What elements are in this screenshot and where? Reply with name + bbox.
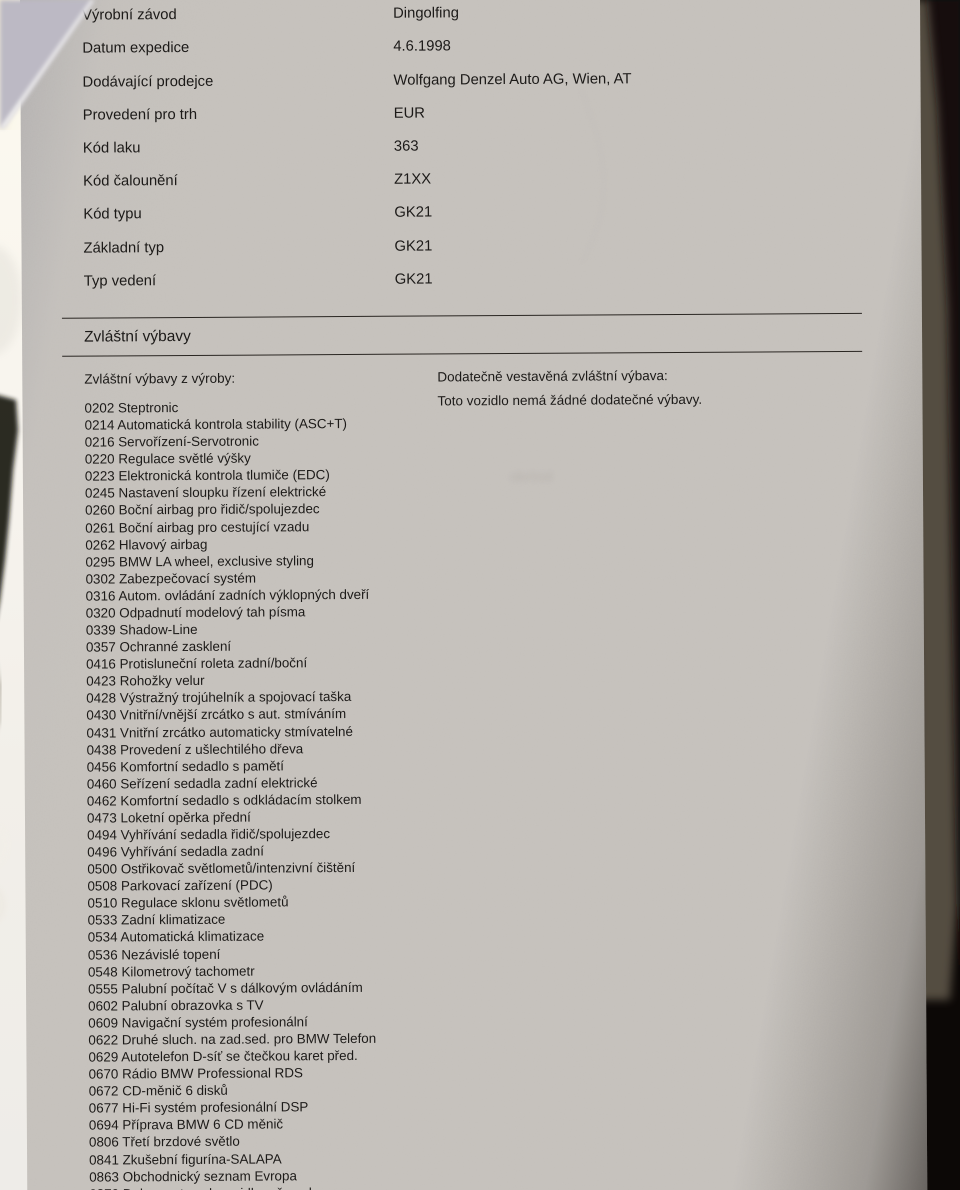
svg-text:obchod: obchod [510,469,553,484]
